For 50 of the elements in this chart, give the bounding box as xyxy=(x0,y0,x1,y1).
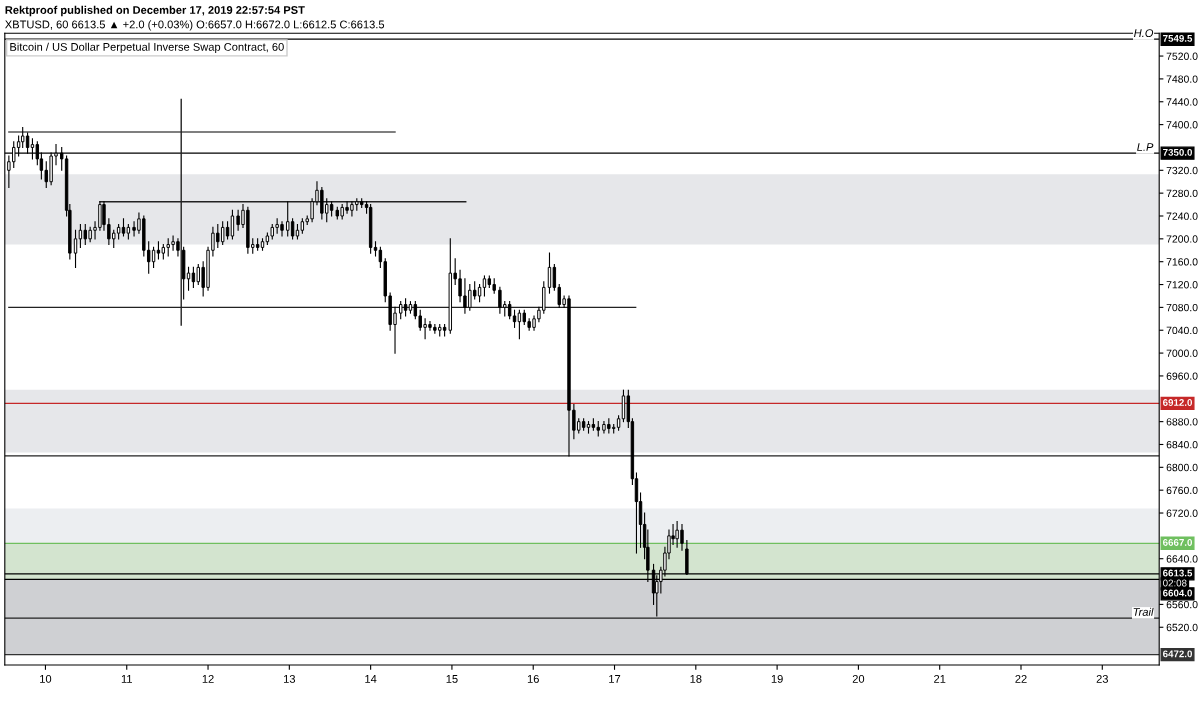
y-tick-label: 6840.0 xyxy=(1166,440,1198,449)
y-tick-label: 7440.0 xyxy=(1166,98,1198,106)
ref-line-label: 6472.0 xyxy=(1163,650,1192,658)
text: Rektproof published on December 17, 2019 22:57:54 PST xyxy=(5,5,305,17)
x-tick-label: 15 xyxy=(446,675,458,683)
y-tick-label: 7480.0 xyxy=(1166,75,1198,83)
text: XBTUSD, 60 6613.5 ▲ +2.0 (+0.03%) O:6657.0 H:6672.0 L:6612.5 C:6613.5 xyxy=(5,20,385,31)
x-tick-label: 20 xyxy=(852,674,865,683)
x-tick-label: 17 xyxy=(609,675,621,683)
y-tick-label: 7400.0 xyxy=(1166,121,1198,129)
y-tick-label: 6880.0 xyxy=(1166,418,1198,426)
x-tick-label: 12 xyxy=(202,674,214,683)
x-tick-label: 11 xyxy=(121,675,132,683)
y-tick-label: 7320.0 xyxy=(1166,166,1198,175)
y-tick-label: 7520.0 xyxy=(1166,52,1198,60)
x-tick-label: 21 xyxy=(934,674,946,683)
x-tick-label: 22 xyxy=(1015,674,1027,683)
annotation: H.O xyxy=(1134,29,1154,38)
y-tick-label: 7160.0 xyxy=(1166,258,1198,266)
y-tick-label: 7040.0 xyxy=(1166,326,1198,335)
y-tick-label: 7200.0 xyxy=(1166,235,1198,243)
ref-line-label: 7350.0 xyxy=(1163,148,1192,156)
y-tick-label: 6960.0 xyxy=(1166,372,1198,380)
text: Bitcoin / US Dollar Perpetual Inverse Swap Contract, 60 xyxy=(10,42,284,54)
y-tick-label: 7240.0 xyxy=(1166,212,1198,220)
ref-line-label: 6604.0 xyxy=(1163,589,1192,597)
annotation: Trail xyxy=(1133,607,1154,616)
x-tick-label: 19 xyxy=(771,674,783,683)
y-tick-label: 7000.0 xyxy=(1166,349,1198,357)
x-tick-label: 14 xyxy=(365,675,377,683)
ref-line-label: 6667.0 xyxy=(1163,539,1192,546)
x-tick-label: 10 xyxy=(40,674,52,683)
x-tick-label: 18 xyxy=(690,674,702,683)
y-tick-label: 7120.0 xyxy=(1166,281,1198,289)
y-tick-label: 6640.0 xyxy=(1166,555,1198,563)
y-tick-label: 6720.0 xyxy=(1166,509,1198,517)
y-tick-label: 6760.0 xyxy=(1166,486,1198,495)
text: 02:08 xyxy=(1163,579,1187,587)
ref-line-label: 6613.5 xyxy=(1163,569,1193,577)
y-tick-label: 6800.0 xyxy=(1166,463,1198,472)
ref-line-label: 6912.0 xyxy=(1163,399,1192,406)
x-tick-label: 13 xyxy=(284,674,296,683)
y-tick-label: 6520.0 xyxy=(1166,623,1198,632)
ref-line-label: 7549.5 xyxy=(1163,34,1193,42)
annotation: L.P xyxy=(1137,143,1154,151)
y-tick-label: 6560.0 xyxy=(1166,600,1198,609)
x-tick-label: 16 xyxy=(527,674,539,683)
y-tick-label: 7080.0 xyxy=(1166,303,1198,312)
x-tick-label: 23 xyxy=(1096,674,1108,683)
y-tick-label: 7280.0 xyxy=(1166,189,1198,198)
